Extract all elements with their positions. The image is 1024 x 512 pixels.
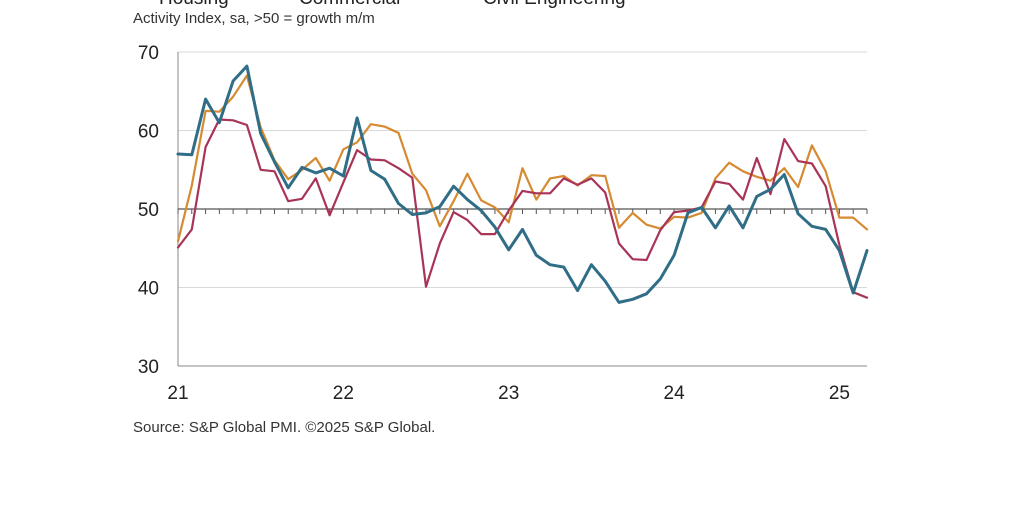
legend-commercial: Commercial xyxy=(299,0,400,10)
x-tick-label: 23 xyxy=(498,383,519,404)
x-tick-label: 22 xyxy=(333,383,354,404)
chart-subtitle: Activity Index, sa, >50 = growth m/m xyxy=(133,10,375,27)
x-tick-label: 25 xyxy=(829,383,850,404)
y-tick-label: 60 xyxy=(138,122,159,143)
series-line-housing xyxy=(176,64,869,304)
legend-civil-engineering: Civil Engineering xyxy=(483,0,626,10)
x-tick-label: 24 xyxy=(664,383,686,404)
legend-housing: Housing xyxy=(159,0,229,10)
series-line-civil-engineering xyxy=(176,118,869,299)
y-tick-label: 70 xyxy=(138,43,159,64)
y-tick-label: 50 xyxy=(138,200,159,221)
series-line-commercial xyxy=(176,74,869,243)
y-tick-label: 40 xyxy=(138,279,159,300)
source-note: Source: S&P Global PMI. ©2025 S&P Global… xyxy=(133,419,436,436)
y-tick-label: 30 xyxy=(138,357,159,378)
x-tick-label: 21 xyxy=(167,383,188,404)
